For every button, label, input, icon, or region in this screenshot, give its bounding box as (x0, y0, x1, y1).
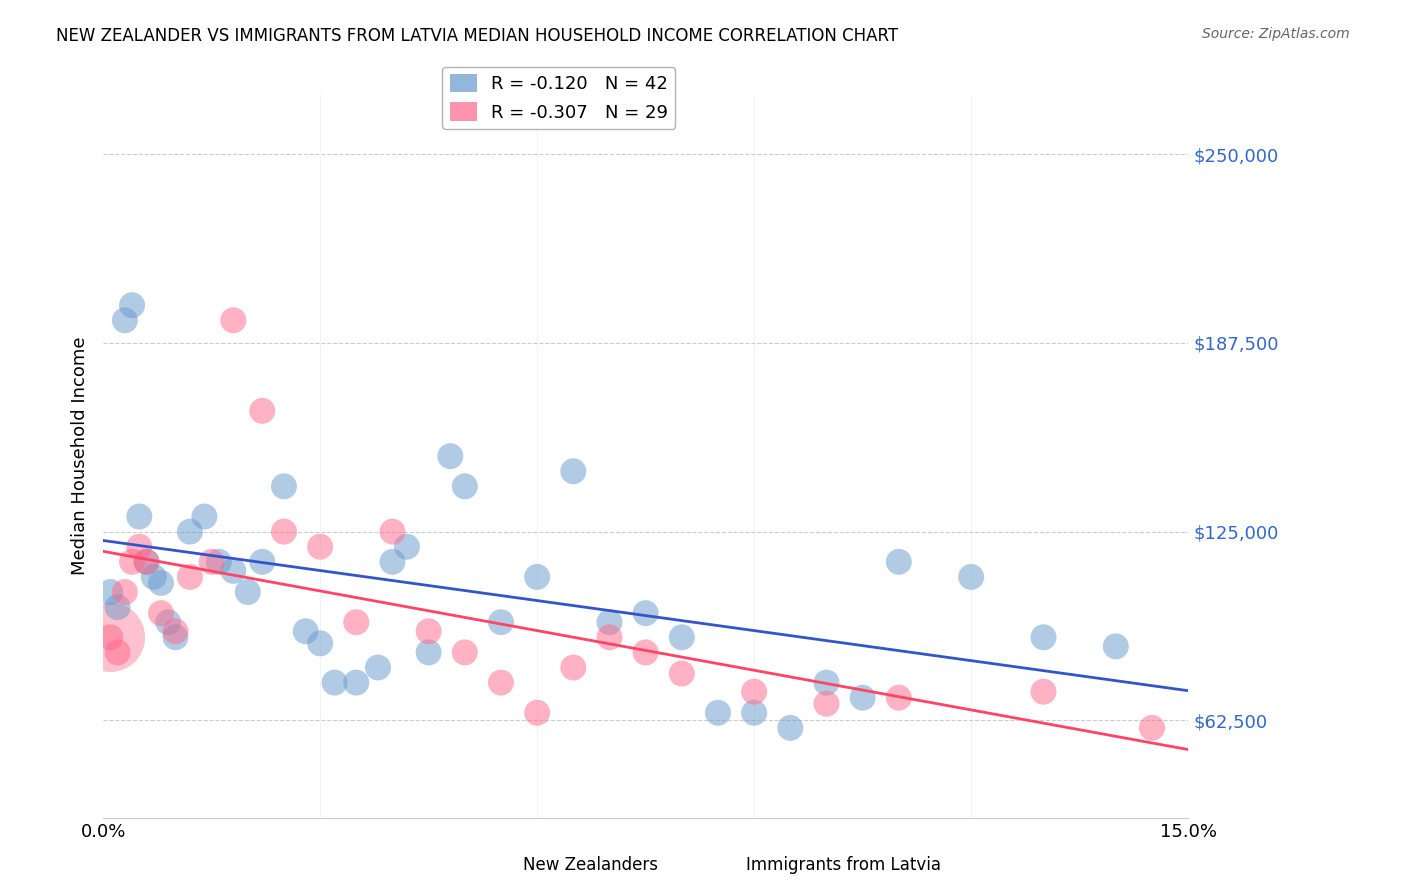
Point (98, 630, 121, 644)
Text: New Zealanders: New Zealanders (523, 856, 658, 874)
Y-axis label: Median Household Income: Median Household Income (72, 337, 89, 575)
Point (887, 555, 910, 569)
Point (252, 404, 274, 418)
Point (179, 570, 201, 584)
Point (135, 555, 157, 569)
Point (1105, 640, 1128, 654)
Point (165, 624, 187, 639)
Text: Source: ZipAtlas.com: Source: ZipAtlas.com (1202, 27, 1350, 41)
Point (165, 630, 187, 644)
Point (562, 464, 585, 478)
Point (107, 600, 129, 615)
Point (598, 630, 620, 644)
Point (742, 706, 765, 720)
Point (222, 313, 245, 327)
Point (598, 615, 620, 630)
Point (526, 706, 548, 720)
Point (852, 690, 875, 705)
Point (671, 666, 693, 681)
Point (193, 509, 215, 524)
Point (526, 570, 548, 584)
Point (418, 624, 440, 639)
Point (634, 606, 657, 620)
Point (114, 585, 136, 599)
Point (150, 606, 173, 620)
Point (489, 675, 512, 690)
Point (779, 721, 801, 735)
Point (273, 524, 295, 539)
Point (489, 615, 512, 630)
Point (107, 645, 129, 659)
Point (418, 645, 440, 659)
Text: NEW ZEALANDER VS IMMIGRANTS FROM LATVIA MEDIAN HOUSEHOLD INCOME CORRELATION CHAR: NEW ZEALANDER VS IMMIGRANTS FROM LATVIA … (56, 27, 898, 45)
Point (273, 479, 295, 493)
Point (344, 615, 367, 630)
Legend: R = -0.120   N = 42, R = -0.307   N = 29: R = -0.120 N = 42, R = -0.307 N = 29 (443, 67, 675, 128)
Point (815, 675, 838, 690)
Point (128, 540, 150, 554)
Point (150, 576, 173, 591)
Point (707, 706, 730, 720)
Point (179, 524, 201, 539)
Point (157, 615, 180, 630)
Point (742, 684, 765, 698)
Point (887, 690, 910, 705)
Point (252, 555, 274, 569)
Point (128, 509, 150, 524)
Point (671, 630, 693, 644)
Point (208, 555, 231, 569)
Point (1032, 630, 1054, 644)
Point (323, 675, 346, 690)
Point (121, 298, 143, 312)
Point (98, 630, 121, 644)
Point (309, 540, 332, 554)
Point (222, 564, 245, 578)
Point (309, 636, 332, 650)
Point (121, 555, 143, 569)
Point (135, 555, 157, 569)
Point (98, 585, 121, 599)
Point (294, 624, 316, 639)
Point (960, 570, 983, 584)
Point (439, 449, 461, 463)
Point (344, 675, 367, 690)
Point (454, 645, 477, 659)
Point (395, 540, 418, 554)
Point (815, 697, 838, 711)
Point (454, 479, 477, 493)
Point (1032, 684, 1054, 698)
Point (562, 660, 585, 674)
Point (142, 570, 165, 584)
Text: Immigrants from Latvia: Immigrants from Latvia (747, 856, 941, 874)
Point (634, 645, 657, 659)
Point (367, 660, 389, 674)
Point (236, 585, 259, 599)
Point (114, 313, 136, 327)
Point (381, 524, 404, 539)
Point (381, 555, 404, 569)
Point (1140, 721, 1163, 735)
Point (201, 555, 224, 569)
